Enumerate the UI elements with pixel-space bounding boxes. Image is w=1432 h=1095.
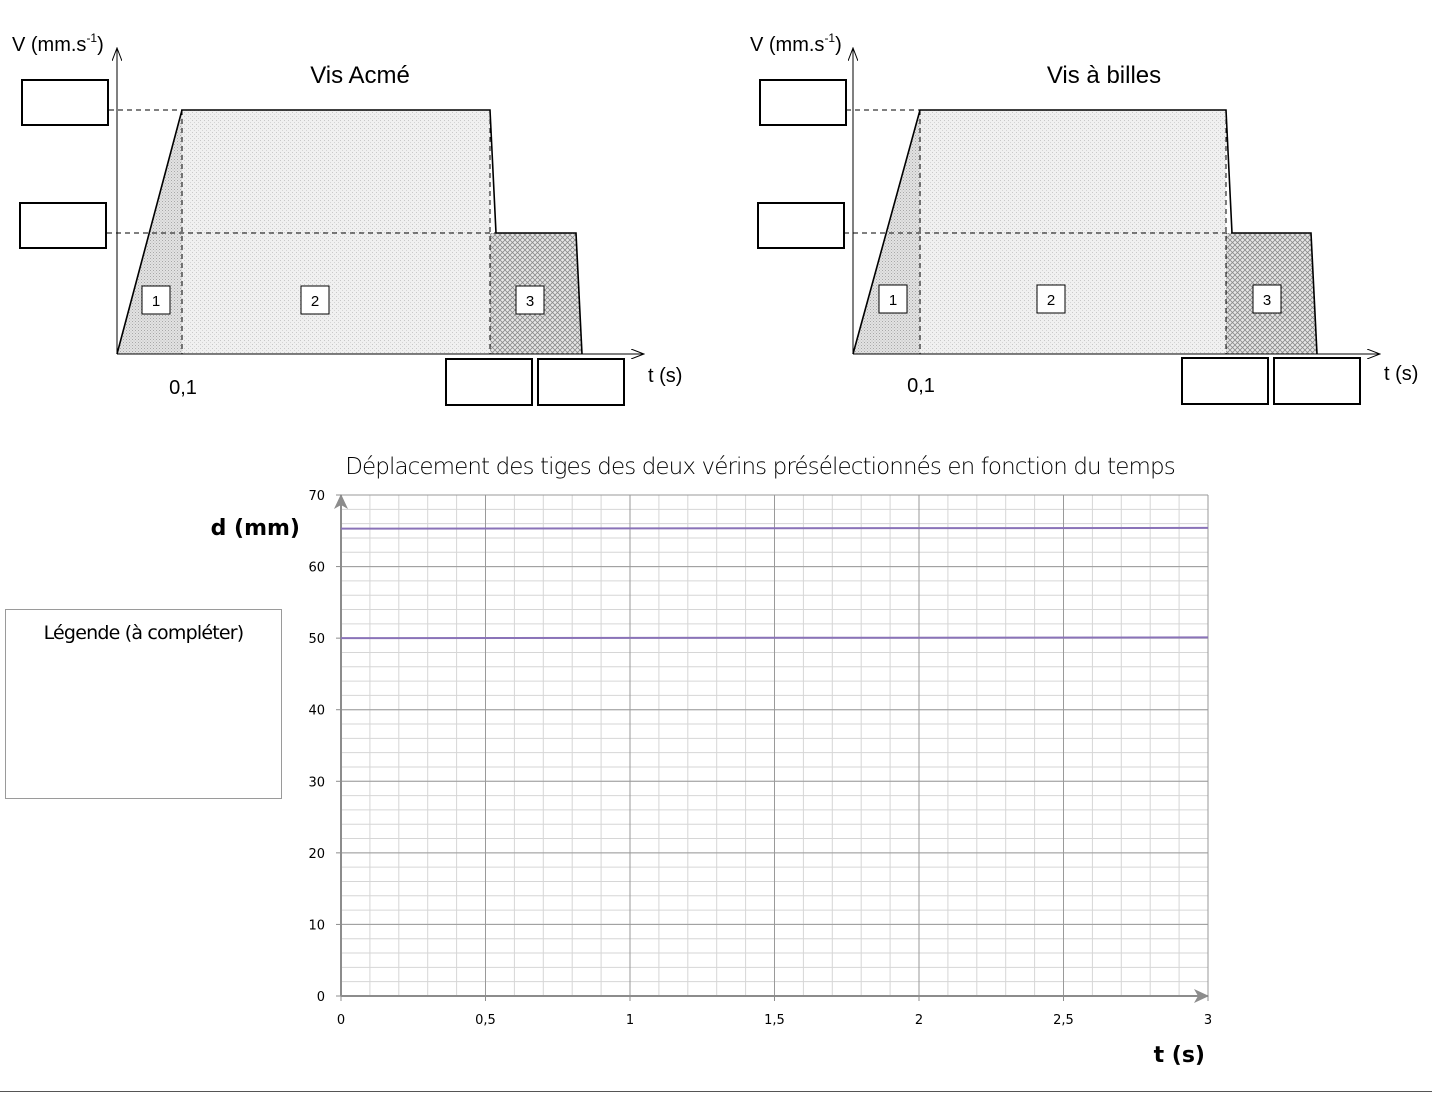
y-tick-label: 20 [308, 847, 325, 862]
answer-box-t3[interactable] [1273, 357, 1361, 405]
svg-text:2: 2 [311, 293, 319, 310]
zone-label-3: 3 [1252, 284, 1282, 314]
y-tick-label: 50 [308, 632, 325, 647]
axes [334, 494, 1209, 1003]
velocity-diagram-ball-screw: V (mm.s-1) Vis à billes t (s) 0,1 1 2 3 [750, 31, 1418, 405]
y-axis-arrow [334, 494, 348, 509]
chart-title: Vis Acmé [310, 62, 410, 89]
series-layer [340, 526, 1209, 640]
answer-box-t2[interactable] [1181, 357, 1269, 405]
series-line-2 [340, 636, 1209, 640]
svg-text:1: 1 [152, 293, 160, 310]
y-tick-label: 40 [308, 704, 325, 719]
x-tick-label: 0 [337, 1013, 345, 1028]
svg-text:3: 3 [1263, 292, 1271, 309]
velocity-profile [852, 109, 1318, 355]
x-tick-label: 2,5 [1053, 1013, 1074, 1028]
zone-2-area [182, 110, 490, 354]
y-tick-label: 70 [308, 489, 325, 504]
svg-text:1: 1 [889, 292, 897, 309]
x-tick-label: 3 [1204, 1013, 1212, 1028]
svg-text:2: 2 [1047, 292, 1055, 309]
y-tick-label: 10 [308, 918, 325, 933]
y-tick-label: 60 [308, 561, 325, 576]
y-tick-label: 30 [308, 775, 325, 790]
x-axis-label: t (s) [1384, 363, 1418, 385]
chart-title: Déplacement des tiges des deux vérins pr… [345, 454, 1175, 480]
x-tick-label: 1 [626, 1013, 634, 1028]
velocity-profile [116, 109, 583, 355]
answer-box-t2[interactable] [445, 358, 533, 406]
y-axis-title: d (mm) [211, 516, 300, 541]
displacement-chart: Déplacement des tiges des deux vérins pr… [211, 454, 1213, 1068]
tick-label: 0,1 [169, 377, 197, 399]
tick-label: 0,1 [907, 375, 935, 397]
legend-title: Légende (à compléter) [43, 622, 245, 644]
series-line-1 [340, 526, 1209, 530]
answer-box-vmax[interactable] [21, 79, 109, 126]
x-axis-label: t (s) [648, 365, 682, 387]
major-gridlines [340, 494, 1209, 997]
answer-box-vmid[interactable] [757, 202, 845, 249]
zone-label-1: 1 [878, 284, 908, 314]
chart-title: Vis à billes [1047, 62, 1161, 89]
zone-label-1: 1 [141, 285, 171, 315]
y-tick-label: 0 [317, 990, 325, 1005]
zone-2-area [920, 110, 1226, 354]
x-axis-title: t (s) [1154, 1043, 1205, 1068]
y-axis-label: V (mm.s-1) [750, 31, 842, 56]
x-tick-label: 2 [915, 1013, 923, 1028]
legend-box[interactable]: Légende (à compléter) [5, 609, 282, 799]
velocity-diagram-acme: V (mm.s-1) Vis Acmé t (s) 0,1 1 2 3 [12, 31, 682, 406]
answer-box-t3[interactable] [537, 358, 625, 406]
footer-divider [0, 1091, 1432, 1092]
x-axis-arrow [1194, 989, 1209, 1003]
zone-label-3: 3 [515, 285, 545, 315]
svg-text:3: 3 [526, 293, 534, 310]
answer-box-vmax[interactable] [759, 79, 847, 126]
x-tick-label: 1,5 [764, 1013, 785, 1028]
answer-box-vmid[interactable] [19, 202, 107, 249]
y-axis-label: V (mm.s-1) [12, 31, 104, 56]
x-tick-label: 0,5 [475, 1013, 496, 1028]
zone-label-2: 2 [300, 285, 330, 315]
zone-label-2: 2 [1036, 284, 1066, 314]
